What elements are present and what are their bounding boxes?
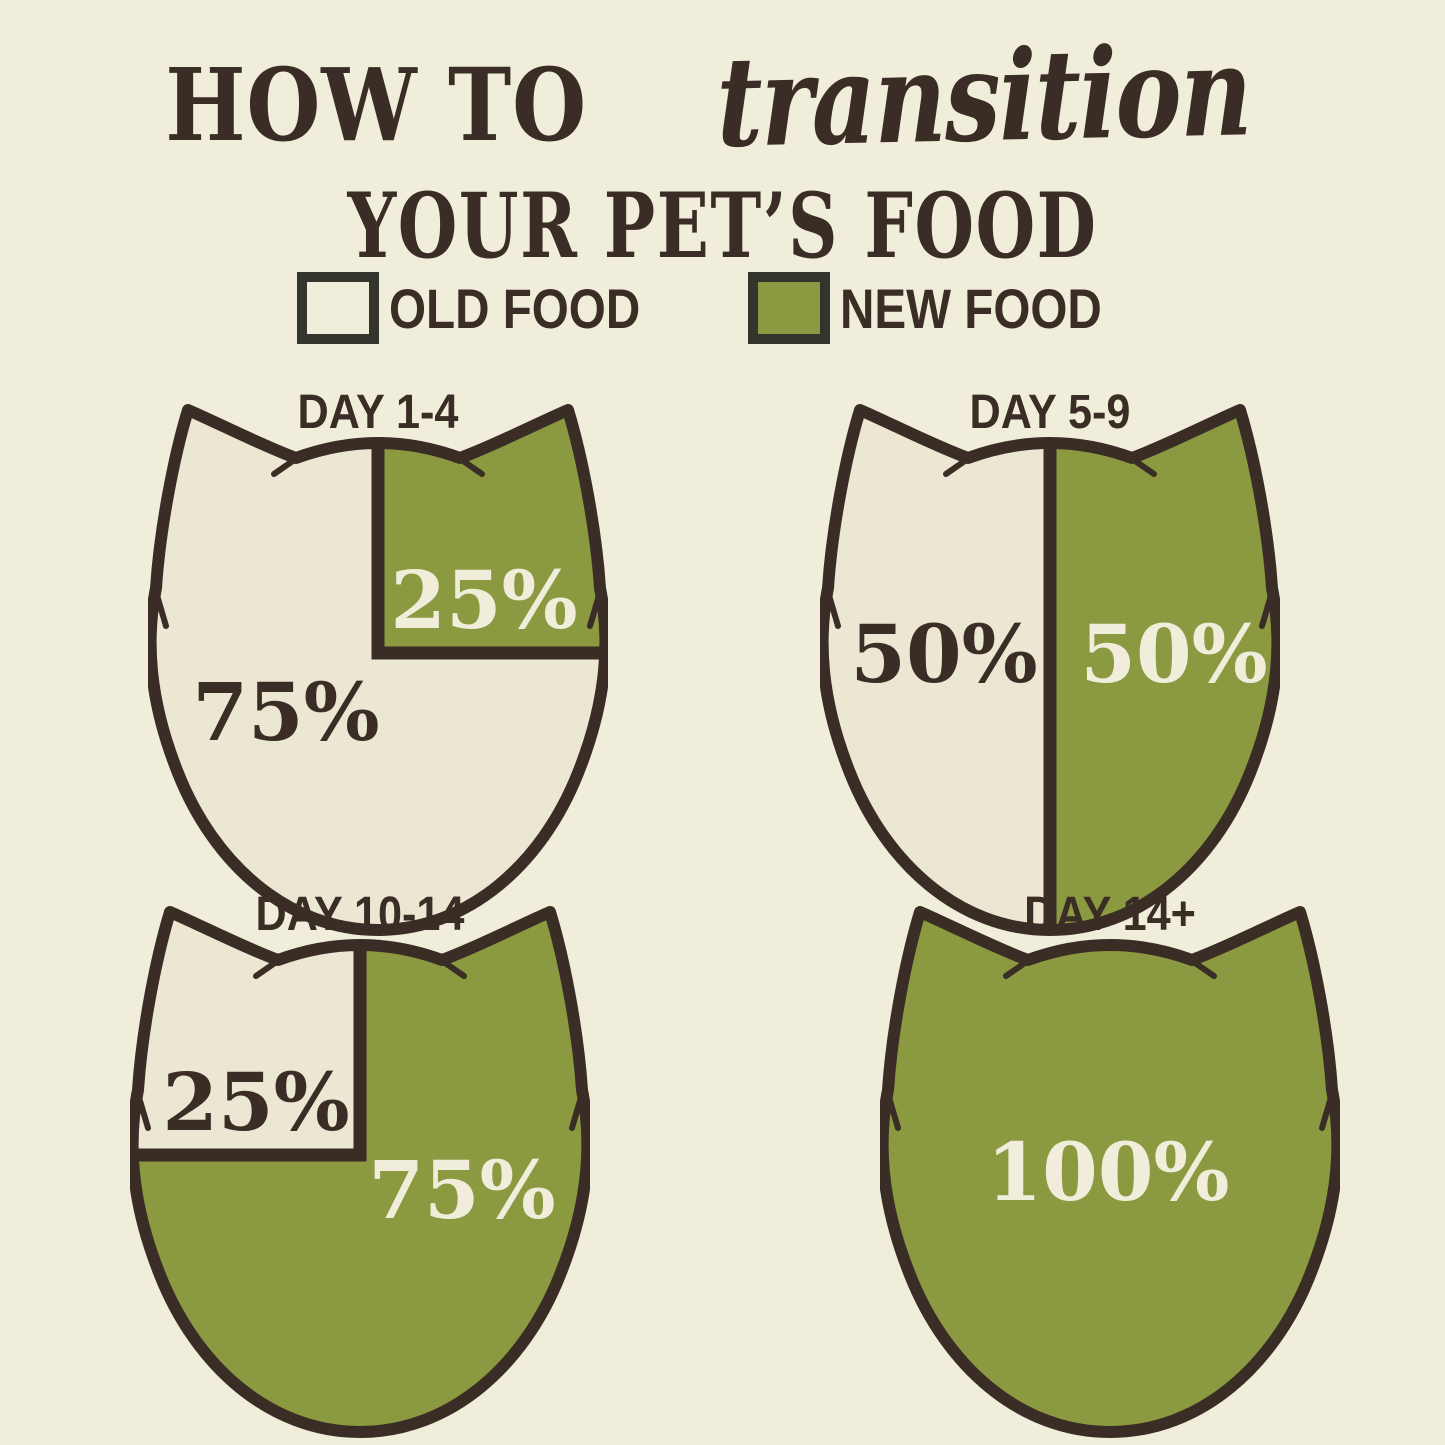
legend-item-new-food: NEW FOOD	[748, 272, 1148, 344]
new-food-pct-label: 25%	[390, 553, 577, 647]
title-transition-script: transition	[715, 19, 1252, 176]
cheek-notch	[1319, 1091, 1335, 1131]
cat-outline	[820, 404, 1280, 936]
cat-chart-day-5-9: DAY 5-9 50% 50%	[820, 385, 1280, 936]
legend-item-old-food: OLD FOOD	[296, 272, 685, 344]
wedge-divider	[132, 930, 367, 1162]
new-food-swatch-icon	[748, 272, 831, 344]
cheek-notch	[569, 1091, 585, 1131]
ear-notch	[253, 955, 285, 979]
ear-notch	[435, 955, 467, 979]
cat-title-day-5-9: DAY 5-9	[970, 385, 1131, 439]
cat-chart-day-14-plus: DAY 14+ 100%	[880, 887, 1340, 1438]
title-line-2: YOUR PET’S FOOD	[347, 173, 1098, 279]
title-how-to: HOW TO	[164, 46, 587, 164]
cat-chart-day-1-4: DAY 1-4 75% 25%	[148, 385, 608, 936]
header: HOW TO transition YOUR PET’S FOOD	[0, 19, 1445, 279]
cat-outline	[130, 906, 590, 1438]
ear-notch	[271, 453, 303, 477]
title-line-1: HOW TO transition	[0, 19, 1445, 176]
legend: OLD FOOD NEW FOOD	[0, 272, 1445, 344]
old-food-swatch-icon	[296, 272, 379, 344]
ear-notch	[1185, 955, 1217, 979]
cat-outline	[880, 906, 1340, 1438]
old-food-pct-label: 75%	[192, 665, 379, 759]
ear-notch	[943, 453, 975, 477]
old-food-pct-label: 50%	[850, 607, 1037, 701]
cat-title-day-1-4: DAY 1-4	[298, 385, 459, 439]
cheek-notch	[587, 589, 603, 629]
cat-chart-day-10-14: DAY 10-14 25% 75%	[130, 887, 590, 1438]
new-food-pct-label: 75%	[368, 1143, 555, 1237]
new-food-pct-label: 50%	[1080, 607, 1267, 701]
wedge-divider	[371, 428, 606, 660]
cheek-notch	[153, 589, 169, 629]
ear-notch	[1003, 955, 1035, 979]
cheek-notch	[1259, 589, 1275, 629]
ear-notch	[1125, 453, 1157, 477]
ear-notch	[453, 453, 485, 477]
cat-title-day-10-14: DAY 10-14	[256, 887, 465, 941]
new-food-pct-label: 100%	[986, 1125, 1229, 1219]
cat-outline	[148, 404, 608, 936]
legend-label-new-food: NEW FOOD	[840, 276, 1103, 340]
old-food-pct-label: 25%	[162, 1055, 349, 1149]
cat-title-day-14-plus: DAY 14+	[1024, 887, 1196, 941]
cheek-notch	[825, 589, 841, 629]
cheek-notch	[135, 1091, 151, 1131]
cheek-notch	[885, 1091, 901, 1131]
legend-label-old-food: OLD FOOD	[388, 276, 640, 340]
new-food-area	[882, 912, 1338, 1432]
